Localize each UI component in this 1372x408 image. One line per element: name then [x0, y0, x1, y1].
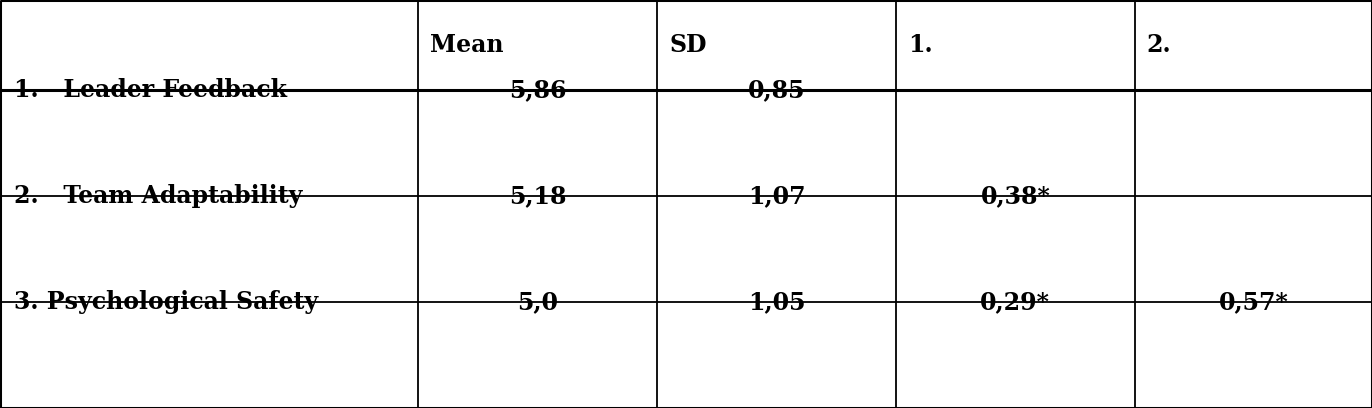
- Text: 0,85: 0,85: [748, 78, 805, 102]
- Text: 0,57*: 0,57*: [1218, 290, 1288, 314]
- Text: Mean: Mean: [431, 33, 504, 57]
- Text: 5,86: 5,86: [509, 78, 567, 102]
- Text: 0,38*: 0,38*: [981, 184, 1050, 208]
- Text: 1.: 1.: [908, 33, 933, 57]
- Text: 0,29*: 0,29*: [981, 290, 1050, 314]
- Text: 5,18: 5,18: [509, 184, 567, 208]
- Text: 3. Psychological Safety: 3. Psychological Safety: [14, 290, 318, 314]
- Text: 1,05: 1,05: [748, 290, 805, 314]
- Text: 1,07: 1,07: [748, 184, 805, 208]
- Text: 1.   Leader Feedback: 1. Leader Feedback: [14, 78, 287, 102]
- Text: 2.: 2.: [1147, 33, 1172, 57]
- Text: 2.   Team Adaptability: 2. Team Adaptability: [14, 184, 302, 208]
- Text: 5,0: 5,0: [517, 290, 558, 314]
- Text: SD: SD: [670, 33, 707, 57]
